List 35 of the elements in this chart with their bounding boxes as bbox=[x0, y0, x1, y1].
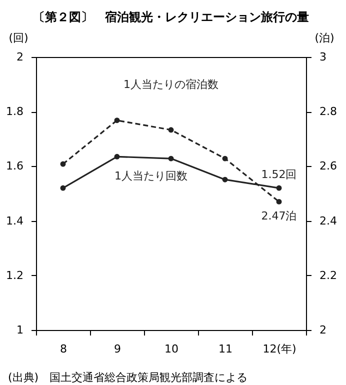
point bbox=[114, 154, 120, 160]
y-tick-label: 1.2 bbox=[6, 268, 24, 282]
y-tick-label: 1 bbox=[16, 324, 24, 336]
point bbox=[276, 198, 282, 204]
x-tick-label: 9 bbox=[114, 342, 121, 356]
point bbox=[222, 176, 228, 182]
point bbox=[276, 185, 282, 191]
y2-tick-label: 3 bbox=[320, 50, 326, 64]
y-tick-label: 2 bbox=[16, 50, 24, 64]
x-tick-label: 11 bbox=[218, 342, 232, 356]
y2-tick-label: 2.6 bbox=[320, 160, 337, 173]
y2-tick-label: 2.2 bbox=[320, 268, 337, 282]
x-tick-label: 8 bbox=[60, 342, 67, 356]
point bbox=[60, 185, 66, 191]
x-tick-label: 10 bbox=[164, 342, 178, 356]
data-label: 2.47泊 bbox=[261, 210, 297, 223]
y2-tick-label: 2.8 bbox=[320, 105, 337, 118]
text: 1人当たりの宿泊数 bbox=[124, 78, 218, 91]
data-label: 1.52回 bbox=[261, 168, 297, 182]
y-axis-title: (回) bbox=[8, 32, 28, 44]
y-tick-label: 1.4 bbox=[6, 214, 24, 228]
chart-title: 〔第２図〕 宿泊観光・レクリエーション旅行の量 bbox=[33, 10, 309, 24]
point bbox=[60, 161, 66, 167]
y2-tick-label: 2 bbox=[320, 324, 326, 336]
point bbox=[168, 156, 174, 162]
text: (出典) 国土交通省総合政策局観光部調査による bbox=[8, 371, 248, 384]
point bbox=[222, 156, 228, 162]
point bbox=[114, 118, 120, 124]
y2-tick-label: 2.4 bbox=[320, 214, 337, 228]
point bbox=[168, 127, 174, 133]
x-tick-label: 12(年) bbox=[262, 342, 296, 356]
y-tick-label: 1.8 bbox=[6, 105, 24, 118]
series-label: 1人当たり回数 bbox=[114, 170, 188, 183]
y-tick-label: 1.6 bbox=[6, 160, 24, 173]
y2-axis-title: (泊) bbox=[314, 32, 334, 44]
